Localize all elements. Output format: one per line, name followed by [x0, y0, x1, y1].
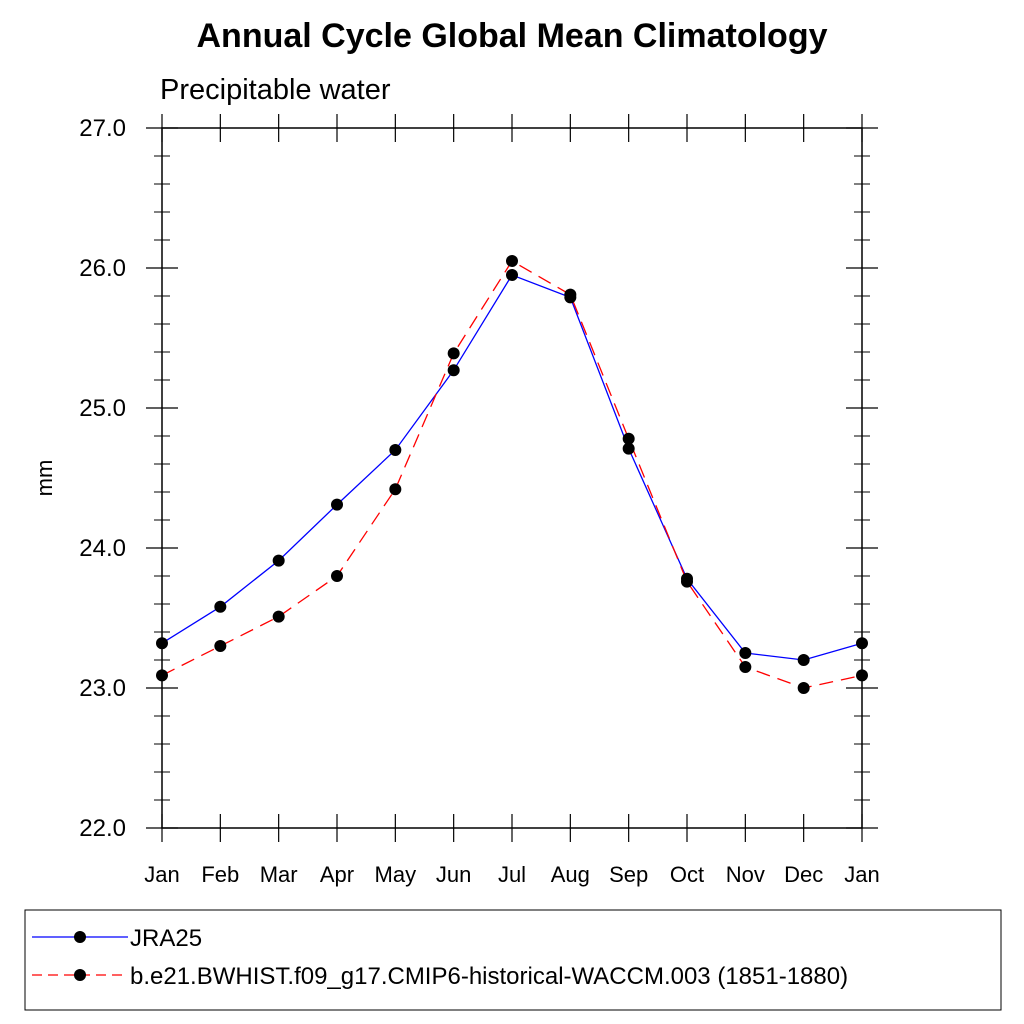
series-line-0	[161, 274, 863, 661]
legend-label-jra25: JRA25	[130, 925, 202, 952]
y-tick-label: 23.0	[79, 675, 126, 702]
x-tick-label: Jun	[436, 862, 471, 887]
y-axis-label: mm	[32, 460, 57, 497]
series-0-point	[214, 600, 227, 613]
x-tick-label: Jan	[144, 862, 179, 887]
x-tick-label: Feb	[201, 862, 239, 887]
y-tick-labels: 22.0 23.0 24.0 25.0 26.0 27.0	[79, 115, 126, 842]
x-tick-label: Mar	[260, 862, 298, 887]
series-1-point	[797, 682, 810, 694]
series-1-point	[622, 432, 635, 445]
series-1-point	[272, 610, 285, 623]
series-1-point	[214, 640, 227, 652]
plot-frame	[161, 127, 863, 829]
x-tick-label: Jul	[498, 862, 526, 887]
series-1-point	[739, 661, 752, 673]
series-1-point	[447, 347, 460, 360]
x-tick-labels: Jan Feb Mar Apr May Jun Jul Aug Sep Oct Nov Dec Jan	[144, 862, 879, 887]
series-lines	[161, 260, 863, 689]
series-1-point	[506, 255, 518, 267]
series-0-point	[739, 647, 752, 659]
series-line-1	[161, 260, 863, 689]
series-0-point	[506, 269, 518, 281]
y-tick-label: 27.0	[79, 115, 126, 142]
y-tick-label: 22.0	[79, 815, 126, 842]
series-0-point	[331, 498, 343, 511]
chart-subtitle: Precipitable water	[160, 74, 391, 106]
legend: JRA25 b.e21.BWHIST.f09_g17.CMIP6-histori…	[24, 909, 1002, 1011]
x-tick-label: May	[375, 862, 417, 887]
x-tick-label: Sep	[609, 862, 648, 887]
x-tick-label: Apr	[320, 862, 354, 887]
series-1-point	[331, 570, 343, 582]
legend-label-waccm: b.e21.BWHIST.f09_g17.CMIP6-historical-WA…	[130, 963, 848, 990]
chart-title: Annual Cycle Global Mean Climatology	[197, 17, 828, 55]
x-tick-label: Dec	[784, 862, 823, 887]
legend-marker-waccm	[74, 969, 86, 981]
series-1-point	[389, 483, 402, 496]
x-tick-label: Nov	[726, 862, 765, 887]
series-0-point	[389, 444, 402, 456]
y-tick-label: 24.0	[79, 535, 126, 562]
y-tick-label: 26.0	[79, 255, 126, 282]
x-tick-label: Oct	[670, 862, 704, 887]
series-0-point	[272, 554, 285, 567]
legend-marker-jra25	[74, 931, 86, 943]
series-1-point	[681, 575, 693, 588]
x-tick-label: Jan	[844, 862, 879, 887]
series-0-point	[622, 442, 635, 455]
series-points	[156, 255, 868, 694]
legend-box	[24, 909, 1002, 1011]
series-1-point	[564, 288, 577, 301]
series-0-point	[797, 654, 810, 666]
x-tick-label: Aug	[551, 862, 590, 887]
series-0-point	[447, 364, 460, 377]
y-tick-label: 25.0	[79, 395, 126, 422]
axis-ticks	[146, 114, 878, 842]
